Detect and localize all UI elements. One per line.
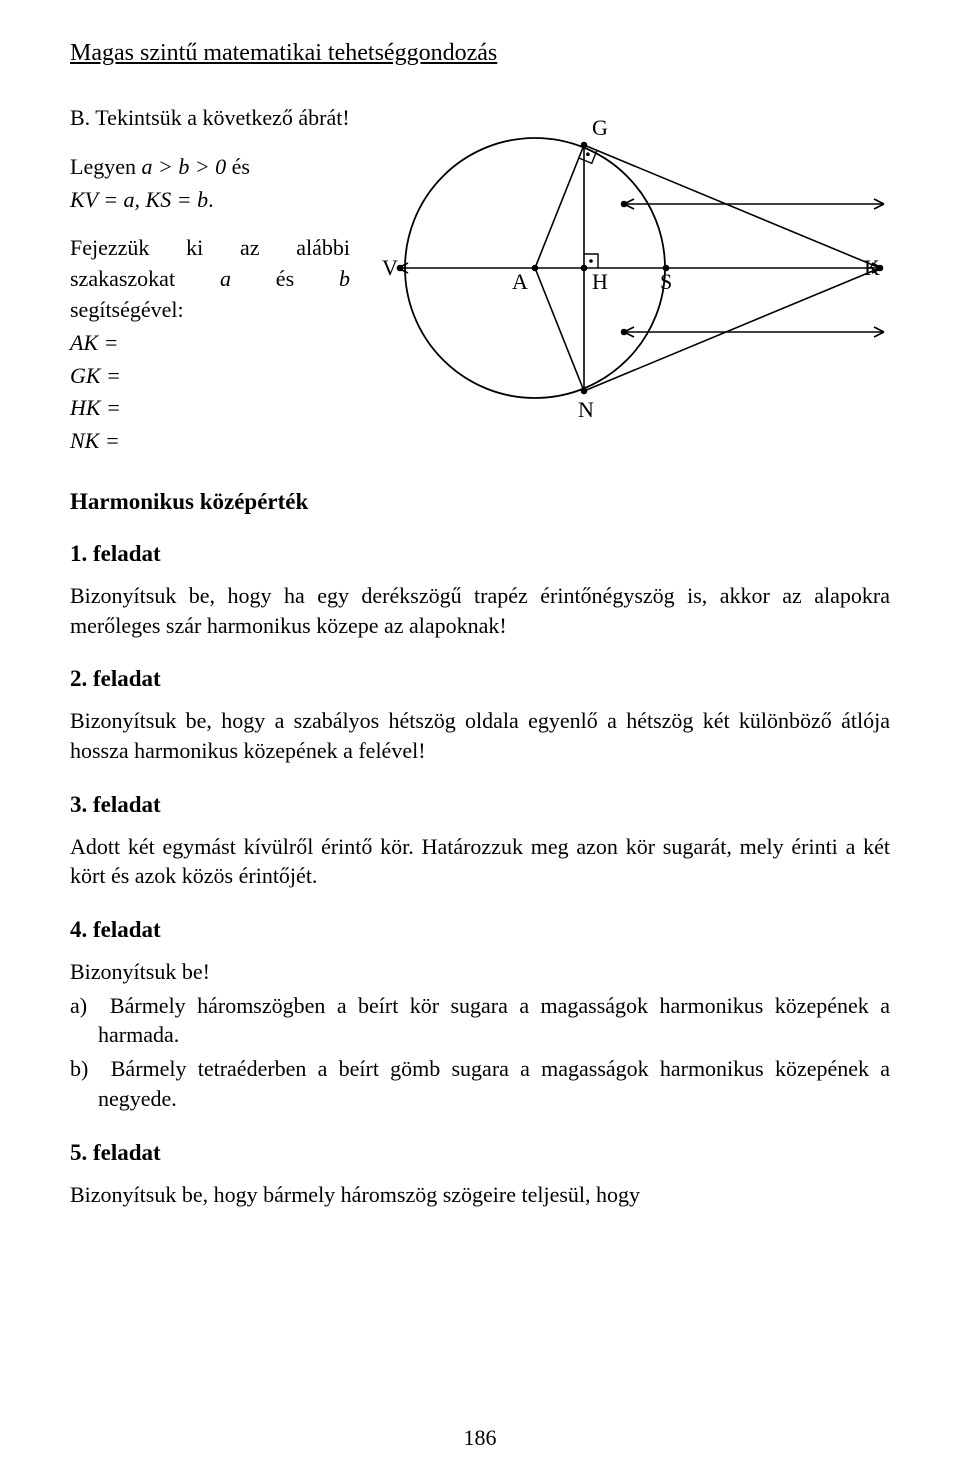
task4-text-a: Bizonyítsuk be! xyxy=(70,957,890,987)
task1-text: Bizonyítsuk be, hogy ha egy derékszögű t… xyxy=(70,581,890,640)
txt-hk: HK = xyxy=(70,393,350,424)
task2-text: Bizonyítsuk be, hogy a szabályos hétszög… xyxy=(70,706,890,765)
txt-segit: segítségével: xyxy=(70,297,184,322)
task4-text-c: b) Bármely tetraéderben a beírt gömb sug… xyxy=(70,1054,890,1113)
task4-heading: 4. feladat xyxy=(70,917,890,943)
txt-nk: NK = xyxy=(70,426,350,457)
txt-legyen: Legyen xyxy=(70,154,141,179)
task2-heading: 2. feladat xyxy=(70,666,890,692)
svg-text:H: H xyxy=(592,269,608,294)
txt-gk: GK = xyxy=(70,361,350,392)
task3-heading: 3. feladat xyxy=(70,792,890,818)
page-number: 186 xyxy=(0,1425,960,1451)
svg-text:V: V xyxy=(382,255,398,280)
geometry-svg: V A H S K G N xyxy=(370,103,890,433)
txt-a: a xyxy=(220,266,231,291)
task4-text-b: a) Bármely háromszögben a beírt kör suga… xyxy=(70,991,890,1050)
svg-text:A: A xyxy=(512,269,528,294)
task3-text: Adott két egymást kívülről érintő kör. H… xyxy=(70,832,890,891)
txt-ab0: a > b > 0 xyxy=(141,154,226,179)
task1-heading: 1. feladat xyxy=(70,541,890,567)
svg-text:G: G xyxy=(592,115,608,140)
section-b-text: B. Tekintsük a következő ábrát! Legyen a… xyxy=(70,103,350,459)
section-b-title: B. Tekintsük a következő ábrát! xyxy=(70,103,350,134)
task5-text: Bizonyítsuk be, hogy bármely háromszög s… xyxy=(70,1180,890,1210)
page-header: Magas szintű matematikai tehetséggondozá… xyxy=(70,40,890,67)
section-b-row: B. Tekintsük a következő ábrát! Legyen a… xyxy=(70,103,890,459)
txt-ak: AK = xyxy=(70,328,350,359)
svg-text:N: N xyxy=(578,397,594,422)
geometry-figure: V A H S K G N xyxy=(370,103,890,438)
txt-dot1: . xyxy=(208,187,214,212)
svg-text:S: S xyxy=(660,269,672,294)
txt-kvks: KV = a, KS = b xyxy=(70,187,208,212)
svg-text:K: K xyxy=(864,255,880,280)
txt-es: és xyxy=(226,154,250,179)
harmonic-heading: Harmonikus középérték xyxy=(70,489,890,515)
txt-es2: és xyxy=(231,266,339,291)
txt-b: b xyxy=(339,266,350,291)
task5-heading: 5. feladat xyxy=(70,1140,890,1166)
